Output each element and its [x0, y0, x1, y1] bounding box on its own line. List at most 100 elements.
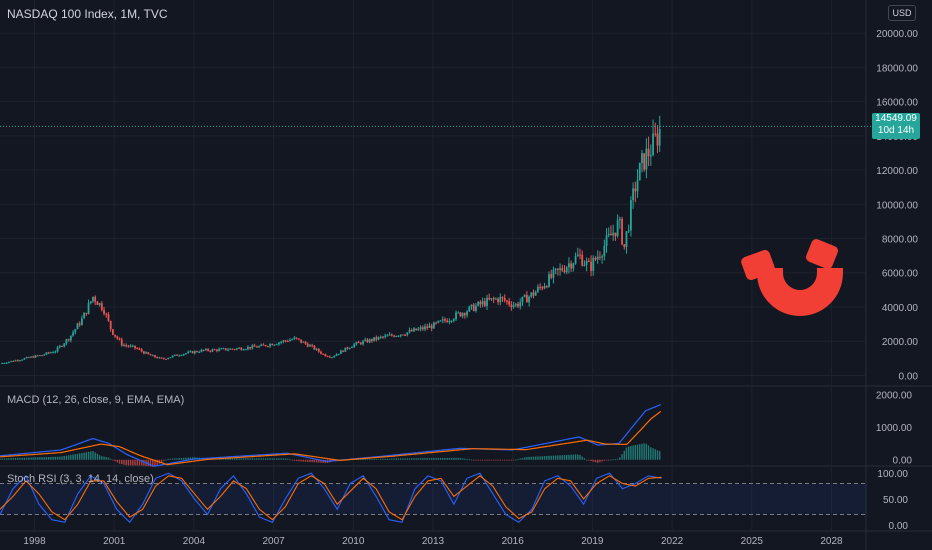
- macd-histogram-bar: [468, 459, 471, 461]
- candle: [98, 303, 101, 305]
- macd-histogram-bar: [570, 454, 572, 460]
- macd-histogram-bar: [98, 455, 101, 460]
- candle: [125, 345, 128, 347]
- candle: [78, 323, 81, 325]
- macd-histogram-bar: [605, 459, 608, 461]
- candle: [508, 301, 511, 305]
- candle: [7, 361, 10, 363]
- price-axis[interactable]: 20000.0018000.0016000.0014000.0012000.00…: [876, 29, 919, 532]
- macd-histogram-bar: [499, 459, 501, 461]
- candle: [291, 339, 294, 341]
- macd-histogram-bar: [375, 458, 378, 460]
- candle: [384, 335, 387, 337]
- candle: [282, 340, 285, 342]
- candle: [273, 344, 276, 346]
- candle: [118, 338, 121, 340]
- candle: [357, 342, 360, 344]
- candle: [632, 188, 635, 201]
- candle: [211, 349, 214, 352]
- macd-histogram-bar: [233, 458, 236, 460]
- macd-histogram-bar: [227, 458, 229, 460]
- bar-countdown: 10d 14h: [877, 125, 915, 136]
- macd-histogram-bar: [293, 459, 296, 461]
- price-pane[interactable]: [0, 115, 872, 365]
- macd-histogram-bar: [364, 459, 366, 460]
- candle: [45, 352, 48, 355]
- time-axis[interactable]: 1998 2001 2004 2007 2010 2013 2016 2019 2022 2025…: [23, 536, 843, 547]
- macd-histogram-bar: [256, 458, 258, 460]
- candle: [52, 352, 55, 354]
- macd-histogram-bar: [654, 449, 656, 460]
- macd-histogram-bar: [455, 457, 457, 460]
- macd-histogram-bar: [125, 459, 127, 466]
- candle: [572, 263, 575, 269]
- macd-histogram-bar: [61, 456, 63, 460]
- candle: [568, 263, 570, 268]
- candle: [103, 309, 105, 314]
- macd-histogram-bar: [380, 458, 382, 460]
- macd-histogram-bar: [320, 459, 322, 463]
- rsi-series-d: [0, 475, 662, 521]
- macd-histogram-bar: [632, 445, 634, 460]
- candle: [530, 292, 533, 297]
- y-tick-label: 0.00: [899, 371, 919, 382]
- macd-histogram-bar: [470, 459, 473, 461]
- macd-histogram-bar: [439, 458, 442, 460]
- macd-histogram-bar: [530, 456, 532, 460]
- macd-histogram-bar: [121, 459, 123, 465]
- macd-histogram-bar: [236, 458, 238, 460]
- macd-histogram-bar: [25, 457, 28, 460]
- candle: [375, 337, 378, 340]
- macd-histogram-bar: [81, 452, 83, 460]
- macd-series-signal: [0, 410, 662, 466]
- candle: [10, 360, 12, 362]
- macd-histogram-bar: [5, 458, 8, 460]
- candle: [27, 357, 30, 359]
- macd-histogram-bar: [240, 458, 242, 460]
- macd-histogram-bar: [406, 458, 409, 460]
- candle: [444, 319, 446, 321]
- candle: [525, 294, 528, 303]
- candle: [67, 339, 70, 341]
- candle: [463, 313, 466, 316]
- macd-histogram-bar: [109, 458, 112, 460]
- candle: [264, 345, 267, 347]
- candle: [209, 350, 212, 352]
- candle: [550, 274, 553, 278]
- candle: [641, 153, 643, 163]
- macd-histogram-bar: [546, 455, 548, 460]
- macd-histogram-bar: [430, 458, 433, 460]
- macd-histogram-bar: [450, 457, 453, 460]
- candle: [89, 301, 92, 304]
- macd-histogram-bar: [495, 459, 497, 461]
- candle: [627, 230, 630, 232]
- candle: [623, 244, 626, 247]
- candle: [187, 351, 190, 354]
- candle: [570, 263, 573, 269]
- macd-histogram-bar: [152, 459, 154, 467]
- macd-histogram-bar: [70, 454, 72, 460]
- candle: [503, 298, 506, 301]
- macd-histogram-bar: [185, 457, 187, 460]
- candle: [379, 336, 382, 338]
- macd-histogram-bar: [588, 459, 590, 461]
- candle: [539, 286, 542, 288]
- y-tick-label: 2000.00: [882, 337, 919, 348]
- macd-histogram-bar: [636, 444, 639, 460]
- macd-histogram-bar: [444, 457, 446, 460]
- macd-histogram-bar: [36, 457, 39, 460]
- candle: [548, 274, 550, 287]
- macd-histogram-bar: [1, 458, 3, 460]
- candle: [561, 268, 564, 271]
- candle: [468, 306, 471, 312]
- candle: [147, 352, 150, 355]
- stoch-rsi-pane[interactable]: [0, 472, 866, 524]
- candle: [3, 362, 6, 364]
- macd-pane[interactable]: [0, 404, 662, 467]
- candle: [134, 345, 136, 349]
- macd-histogram-bar: [579, 454, 581, 460]
- macd-histogram-bar: [466, 458, 468, 460]
- currency-button[interactable]: USD: [888, 5, 916, 21]
- macd-histogram-bar: [601, 459, 603, 462]
